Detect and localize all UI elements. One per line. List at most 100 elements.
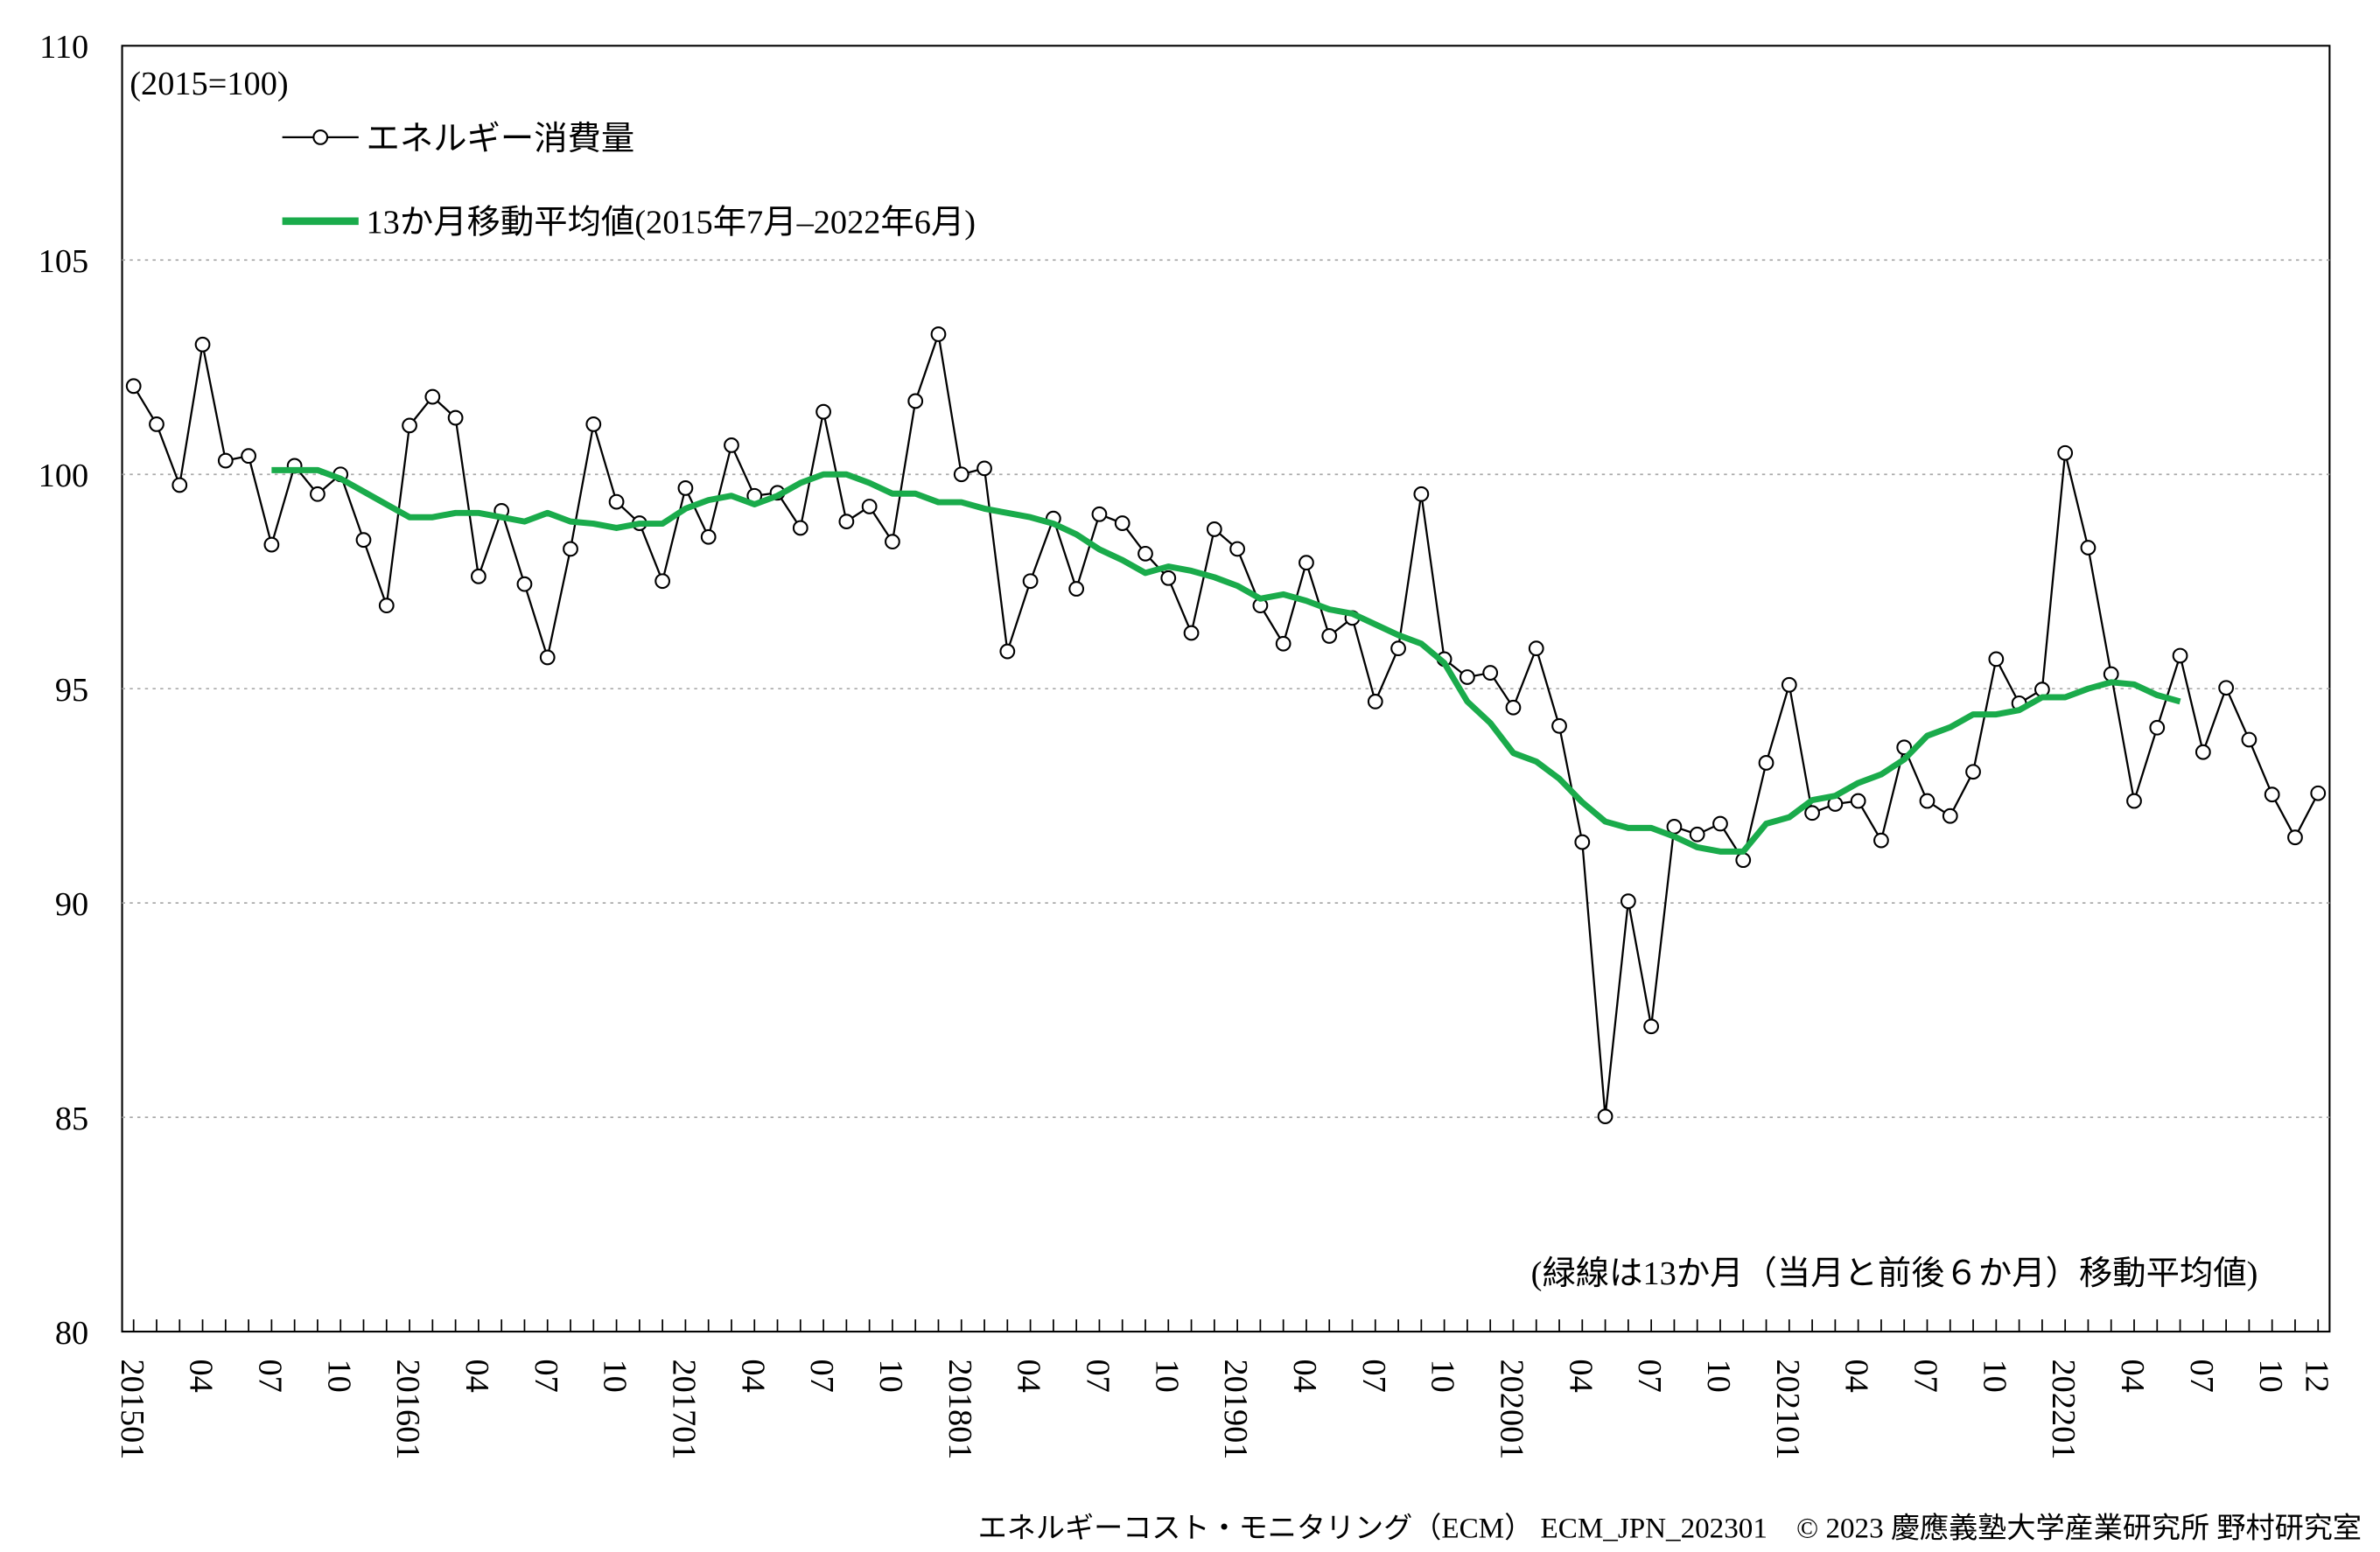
- x-tick-label: 202101: [1769, 1359, 1806, 1459]
- x-tick-label: 04: [2114, 1359, 2151, 1392]
- series-line: [132, 332, 2320, 1118]
- x-tick-label: 201701: [665, 1359, 702, 1459]
- y-tick-label: 105: [38, 243, 89, 280]
- data-point: [816, 403, 831, 420]
- y-tick-label: 110: [39, 29, 88, 66]
- data-point: [608, 493, 625, 510]
- data-point: [402, 417, 417, 434]
- data-point: [1482, 665, 1499, 681]
- data-point: [1896, 739, 1913, 756]
- data-point: [424, 388, 441, 405]
- data-point: [1206, 521, 1222, 537]
- x-tick-label: 10: [597, 1359, 634, 1392]
- x-tick-label: 07: [528, 1359, 564, 1392]
- data-point: [1758, 755, 1774, 771]
- data-point: [1597, 1108, 1614, 1125]
- data-point: [1229, 541, 1246, 557]
- data-point: [2149, 719, 2166, 736]
- data-point: [792, 520, 808, 536]
- data-point: [563, 541, 578, 557]
- data-point: [1022, 573, 1039, 590]
- data-point: [263, 536, 280, 553]
- data-point: [194, 336, 211, 353]
- y-tick-label: 80: [55, 1315, 88, 1352]
- x-tick-label: 07: [803, 1359, 840, 1392]
- data-point: [724, 437, 739, 453]
- data-point: [1183, 625, 1200, 641]
- x-tick-label: 10: [872, 1359, 909, 1392]
- data-point: [2241, 731, 2258, 748]
- footer: エネルギーコスト・モニタリング（ECM） ECM_JPN_202301 © 20…: [978, 1512, 2362, 1544]
- unit-label: (2015=100): [130, 66, 288, 102]
- data-point: [930, 326, 947, 342]
- data-point: [1781, 676, 1797, 693]
- data-point: [149, 416, 164, 432]
- data-point: [378, 598, 395, 614]
- data-point: [2194, 744, 2211, 760]
- data-point: [861, 499, 878, 514]
- data-point: [1367, 693, 1383, 710]
- data-point: [999, 643, 1016, 660]
- x-tick-label: 07: [2183, 1359, 2220, 1392]
- x-tick-label: 10: [2252, 1359, 2289, 1392]
- data-point: [585, 416, 602, 432]
- data-point: [1390, 640, 1406, 657]
- data-point: [907, 393, 924, 409]
- x-tick-label: 04: [1562, 1359, 1599, 1392]
- data-point: [2287, 829, 2303, 846]
- y-tick-label: 85: [55, 1101, 88, 1137]
- data-point: [2057, 444, 2074, 461]
- data-point: [1551, 717, 1567, 734]
- legend-label: エネルギー消費量: [367, 121, 635, 157]
- x-tick-label: 201601: [389, 1359, 426, 1459]
- x-tick-label: 04: [183, 1359, 220, 1392]
- data-point: [1735, 852, 1752, 869]
- data-point: [355, 532, 372, 549]
- data-point: [976, 460, 992, 477]
- data-point: [1942, 807, 1958, 824]
- data-point: [1528, 640, 1544, 657]
- data-point: [2310, 785, 2327, 801]
- data-point: [2126, 793, 2142, 809]
- x-tick-label: 12: [2298, 1359, 2334, 1392]
- data-point: [1804, 805, 1820, 821]
- data-point: [1712, 815, 1728, 832]
- x-tick-label: 07: [1631, 1359, 1668, 1392]
- data-point: [1850, 793, 1866, 809]
- data-point: [217, 452, 234, 469]
- data-point: [1138, 545, 1153, 562]
- data-point: [1298, 555, 1314, 571]
- data-point: [447, 409, 464, 426]
- legend-label: 13か月移動平均値(2015年7月–2022年6月): [367, 204, 976, 241]
- x-tick-label: 04: [1011, 1359, 1047, 1392]
- data-point: [1988, 651, 2005, 668]
- data-point: [1919, 793, 1936, 809]
- data-point: [172, 477, 188, 493]
- x-tick-label: 201501: [114, 1359, 150, 1459]
- legend-marker: [312, 129, 329, 145]
- data-point: [1574, 834, 1591, 850]
- data-point: [2218, 680, 2235, 696]
- data-point: [539, 649, 556, 666]
- x-tick-label: 04: [1286, 1359, 1323, 1392]
- data-point: [125, 378, 142, 395]
- data-point: [1689, 826, 1705, 842]
- x-tick-label: 07: [1908, 1359, 1944, 1392]
- x-tick-label: 202201: [2045, 1359, 2082, 1459]
- y-tick-label: 95: [55, 672, 88, 709]
- data-point: [677, 480, 694, 496]
- data-point: [1666, 819, 1683, 835]
- x-tick-label: 04: [734, 1359, 771, 1392]
- data-point: [2264, 786, 2280, 803]
- x-tick-label: 04: [458, 1359, 495, 1392]
- data-point: [654, 573, 671, 590]
- data-point: [2172, 647, 2188, 664]
- data-point: [516, 576, 533, 592]
- data-point: [1873, 832, 1889, 849]
- data-point: [2080, 540, 2096, 556]
- x-tick-label: 10: [1700, 1359, 1737, 1392]
- data-point: [1068, 581, 1085, 597]
- x-tick-label: 201801: [942, 1359, 978, 1459]
- x-tick-label: 10: [320, 1359, 357, 1392]
- x-tick-label: 10: [1976, 1359, 2012, 1392]
